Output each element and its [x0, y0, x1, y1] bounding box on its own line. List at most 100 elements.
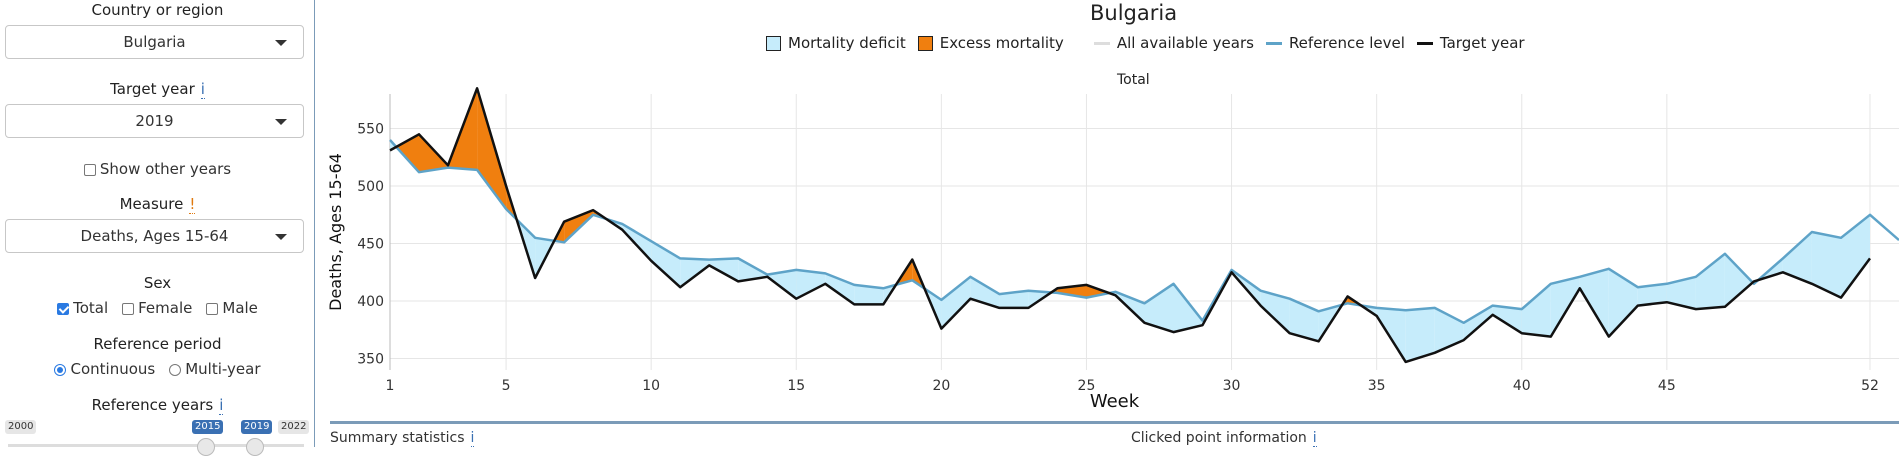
- reference-period-options: Continuous Multi-year: [0, 360, 315, 378]
- warning-icon[interactable]: !: [189, 195, 196, 214]
- country-select-value: Bulgaria: [123, 33, 186, 51]
- reference-years-label-row: Reference years i: [0, 396, 315, 415]
- mortality-deficit-area: [1695, 253, 1725, 310]
- mortality-deficit-area: [1521, 283, 1551, 337]
- info-icon[interactable]: i: [1312, 430, 1317, 447]
- multi-year-radio[interactable]: [169, 364, 182, 376]
- mortality-deficit-area: [854, 284, 884, 305]
- mortality-deficit-area: [1463, 305, 1493, 341]
- mortality-deficit-area: [709, 258, 739, 282]
- slider-min-label: 2000: [5, 420, 37, 434]
- sex-options: Total Female Male: [0, 299, 315, 317]
- mortality-deficit-area: [680, 258, 710, 288]
- y-tick-label: 400: [357, 294, 384, 310]
- x-tick-label: 25: [1078, 378, 1096, 394]
- measure-label: Measure: [119, 195, 184, 213]
- info-icon[interactable]: i: [219, 396, 224, 415]
- measure-select[interactable]: Deaths, Ages 15-64: [5, 219, 304, 253]
- legend-swatch: [766, 35, 781, 51]
- legend-line: [1093, 41, 1110, 45]
- measure-select-value: Deaths, Ages 15-64: [80, 227, 229, 245]
- summary-statistics-header: Summary statistics i: [330, 430, 475, 447]
- area-fills: [390, 88, 1870, 362]
- reference-period-label: Reference period: [93, 335, 222, 353]
- legend-label: All available years: [1116, 34, 1254, 52]
- x-tick-label: 5: [502, 378, 511, 394]
- y-axis-label: Deaths, Ages 15-64: [326, 153, 345, 311]
- x-tick-label: 15: [787, 378, 805, 394]
- mortality-deficit-area: [1782, 232, 1812, 284]
- sex-male-checkbox[interactable]: [206, 303, 219, 315]
- series-lines: [389, 87, 1899, 364]
- x-tick-label: 30: [1223, 378, 1241, 394]
- sex-female-label: Female: [138, 299, 193, 317]
- sex-total-label: Total: [73, 299, 109, 317]
- legend-label: Mortality deficit: [788, 34, 906, 52]
- x-tick-label: 45: [1658, 378, 1676, 394]
- target-year-line: [389, 87, 1872, 364]
- summary-statistics-label: Summary statistics: [330, 430, 465, 446]
- legend-item-mortality-deficit[interactable]: Mortality deficit: [766, 34, 906, 52]
- show-other-years-row[interactable]: Show other years: [0, 160, 315, 178]
- measure-label-row: Measure!: [0, 195, 315, 214]
- chevron-down-icon: [275, 234, 287, 240]
- country-label: Country or region: [91, 1, 224, 19]
- legend-item-target-year[interactable]: Target year: [1416, 34, 1525, 52]
- slider-from-handle[interactable]: [197, 438, 215, 456]
- legend-swatch: [917, 35, 933, 51]
- mortality-deficit-area: [1811, 232, 1841, 298]
- y-axis-ticks: 350 400 450 500 550: [357, 122, 384, 368]
- reference-years-slider-track[interactable]: [8, 444, 304, 447]
- slider-to-handle[interactable]: [246, 438, 264, 456]
- mortality-deficit-area: [1260, 290, 1290, 334]
- mortality-deficit-area: [1405, 307, 1435, 362]
- grid-lines: [389, 94, 1899, 370]
- clicked-point-header: Clicked point information i: [1131, 430, 1317, 447]
- sex-male-label: Male: [222, 299, 258, 317]
- legend-item-excess-mortality[interactable]: Excess mortality: [917, 34, 1064, 52]
- legend-line: [1416, 41, 1433, 45]
- show-other-years-checkbox[interactable]: [83, 164, 96, 176]
- mortality-deficit-area: [738, 258, 768, 282]
- mortality-deficit-area: [767, 269, 797, 299]
- y-tick-label: 450: [357, 237, 384, 253]
- legend-item-all-years[interactable]: All available years: [1093, 34, 1254, 52]
- chart-subtitle: Total: [1117, 72, 1150, 88]
- info-icon[interactable]: i: [200, 80, 205, 99]
- target-year-select-value: 2019: [135, 112, 174, 130]
- mortality-deficit-area: [1579, 268, 1609, 337]
- multi-year-label: Multi-year: [185, 360, 261, 378]
- legend-label: Excess mortality: [939, 34, 1064, 52]
- target-year-label: Target year: [110, 80, 195, 98]
- clicked-point-label: Clicked point information: [1131, 430, 1307, 446]
- mortality-deficit-area: [1608, 268, 1638, 337]
- mortality-deficit-area: [1173, 283, 1203, 333]
- chevron-down-icon: [275, 40, 287, 46]
- mortality-deficit-area: [1841, 214, 1870, 298]
- x-tick-label: 35: [1368, 378, 1386, 394]
- continuous-radio[interactable]: [54, 364, 67, 376]
- info-icon[interactable]: i: [470, 430, 475, 447]
- target-year-label-row: Target year i: [0, 80, 315, 99]
- y-tick-label: 350: [357, 352, 384, 368]
- reference-years-label: Reference years: [91, 396, 214, 414]
- mortality-deficit-area: [1666, 276, 1696, 310]
- chart-legend: Mortality deficit Excess mortality All a…: [766, 34, 1537, 52]
- x-axis-label: Week: [1090, 391, 1140, 410]
- legend-item-reference-level[interactable]: Reference level: [1265, 34, 1405, 52]
- mortality-deficit-area: [1550, 276, 1580, 337]
- x-axis-ticks: 1 5 10 15 20 25 30 35 40 45 52: [386, 378, 1879, 394]
- x-tick-label: 52: [1861, 378, 1879, 394]
- sex-female-checkbox[interactable]: [122, 303, 135, 315]
- section-divider: [330, 421, 1899, 424]
- sex-total-checkbox[interactable]: [57, 303, 70, 315]
- target-year-select[interactable]: 2019: [5, 104, 304, 138]
- mortality-deficit-area: [651, 241, 681, 288]
- mortality-deficit-area: [1637, 283, 1667, 306]
- legend-line: [1265, 41, 1282, 45]
- mortality-deficit-area: [941, 276, 971, 329]
- chart-title: Bulgaria: [1090, 1, 1178, 25]
- x-tick-label: 1: [386, 378, 395, 394]
- country-select[interactable]: Bulgaria: [5, 25, 304, 59]
